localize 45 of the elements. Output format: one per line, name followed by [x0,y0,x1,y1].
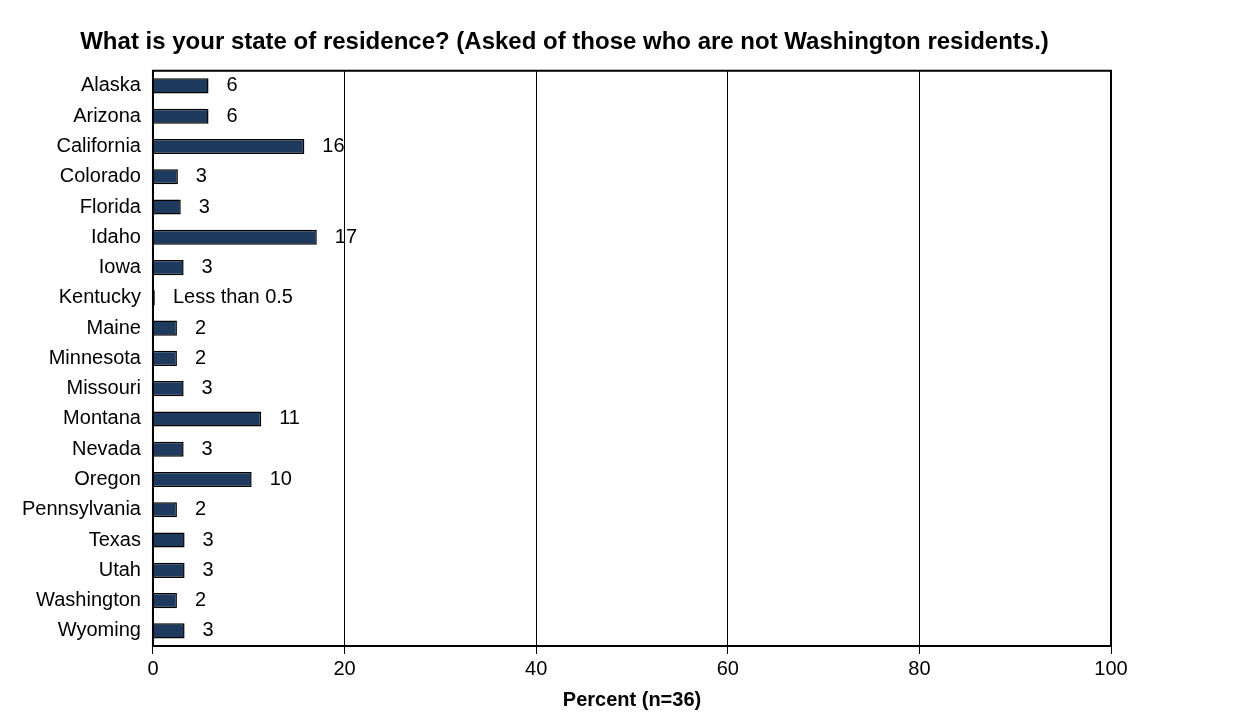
data-label: 3 [198,194,210,217]
y-tick-label: Nevada [72,436,142,459]
y-tick-label: Maine [86,315,141,338]
data-label: Less than 0.5 [172,285,293,308]
data-label: 2 [194,588,207,611]
y-tick-label: Alaska [80,73,142,96]
x-tick-label: 40 [525,656,548,679]
y-tick-label: Pennsylvania [22,497,142,520]
data-label: 2 [194,497,207,520]
x-tick-label: 60 [716,656,739,679]
data-label: 3 [202,618,214,641]
x-axis-title: Percent (n=36) [562,687,702,710]
y-tick-label: Oregon [74,467,141,490]
x-tick-label: 80 [908,656,931,679]
x-tick-label: 100 [1094,656,1128,679]
y-tick-label: Texas [88,527,141,550]
y-tick-label: Florida [79,194,142,217]
data-label: 2 [194,345,207,368]
data-label: 3 [201,255,213,278]
y-tick-label: Minnesota [48,345,142,368]
y-tick-label: Idaho [90,224,141,247]
y-tick-label: Utah [98,557,141,580]
data-label: 3 [201,436,213,459]
x-tick-label: 0 [147,656,159,679]
data-label: 2 [194,315,207,338]
y-tick-label: California [56,134,142,156]
data-label: 6 [226,103,238,126]
y-tick-label: Montana [63,406,142,429]
chart-title: What is your state of residence? (Asked of those who are not Washington residents.) [80,27,1049,55]
y-tick-label: Kentucky [58,285,141,308]
data-label: 11 [279,406,300,429]
y-tick-label: Wyoming [57,618,141,641]
data-label: 3 [195,164,207,187]
data-label: 16 [322,134,345,156]
data-label: 3 [201,376,213,399]
y-tick-label: Iowa [98,255,142,278]
y-tick-label: Missouri [66,376,141,399]
x-tick-label: 20 [333,656,356,679]
y-tick-label: Arizona [73,103,142,126]
data-label: 3 [202,527,214,550]
y-tick-label: Washington [36,588,141,611]
data-label: 10 [269,467,292,490]
data-label: 3 [202,557,214,580]
y-tick-label: Colorado [59,164,141,187]
data-label: 6 [226,73,238,96]
